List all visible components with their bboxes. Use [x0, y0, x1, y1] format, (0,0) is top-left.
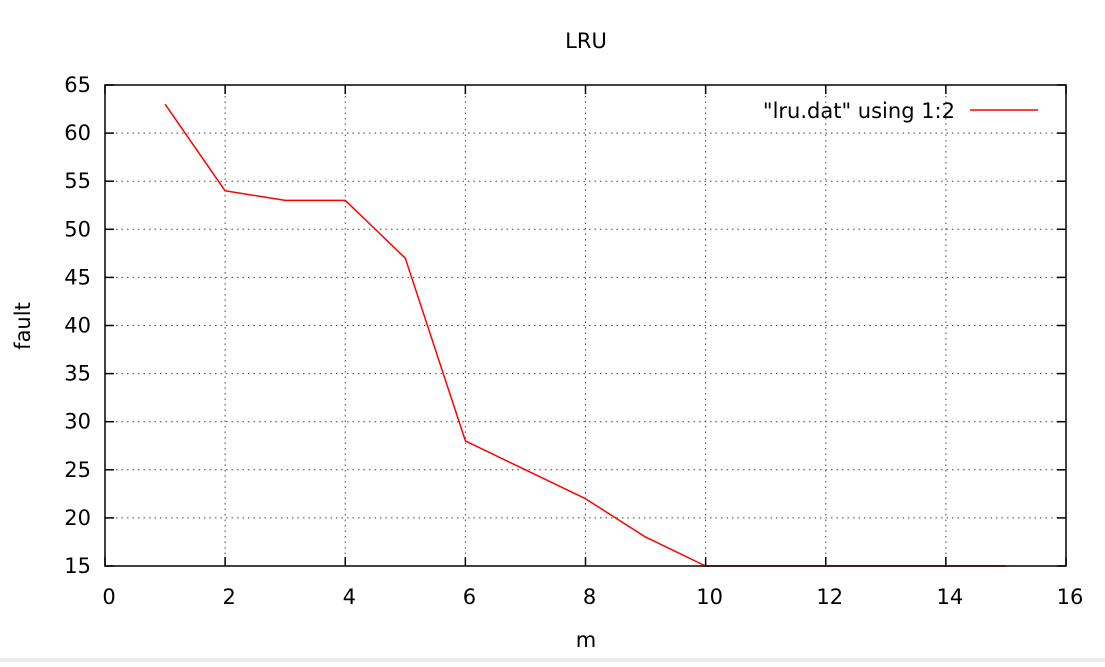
x-tick-label: 14 [937, 585, 964, 609]
legend: "lru.dat" using 1:2 [763, 99, 1038, 123]
x-tick-label: 0 [102, 585, 115, 609]
y-tick-label: 65 [64, 73, 91, 97]
plot-frame [104, 84, 1067, 567]
y-tick-label: 30 [64, 410, 91, 434]
x-tick-label: 6 [463, 585, 476, 609]
y-tick-label: 35 [64, 362, 91, 386]
x-axis-label: m [576, 628, 596, 652]
x-tick-label: 10 [696, 585, 723, 609]
x-tick-label: 8 [583, 585, 596, 609]
y-tick-label: 45 [64, 265, 91, 289]
y-axis-label: fault [11, 302, 35, 350]
y-tick-label: 55 [64, 169, 91, 193]
x-tick-label: 4 [343, 585, 356, 609]
grid-lines [105, 85, 1066, 566]
x-tick-label: 2 [222, 585, 235, 609]
y-tick-label: 15 [64, 554, 91, 578]
y-tick-label: 20 [64, 506, 91, 530]
y-tick-labels: 15 20 25 30 35 40 45 50 55 60 65 [64, 73, 91, 578]
y-tick-label: 60 [64, 121, 91, 145]
x-tick-label: 16 [1057, 585, 1084, 609]
x-tick-labels: 0 2 4 6 8 10 12 14 16 [102, 585, 1083, 609]
y-tick-label: 25 [64, 458, 91, 482]
x-tick-label: 12 [816, 585, 843, 609]
y-tick-label: 50 [64, 217, 91, 241]
chart-title: LRU [565, 29, 607, 53]
legend-label: "lru.dat" using 1:2 [763, 99, 955, 123]
y-tick-label: 40 [64, 314, 91, 338]
window-bottom-strip [0, 658, 1105, 662]
